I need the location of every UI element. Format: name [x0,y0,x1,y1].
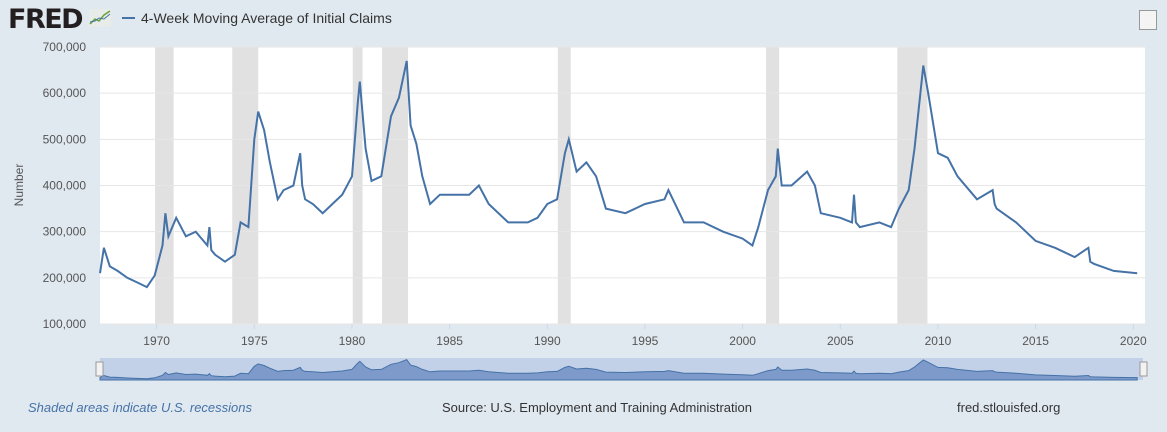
x-tick-label: 2010 [925,334,952,348]
y-tick-label: 600,000 [43,86,87,100]
y-tick-label: 200,000 [43,271,87,285]
legend-swatch [122,17,135,19]
x-tick-label: 1975 [241,334,268,348]
x-tick-label: 2015 [1022,334,1049,348]
y-tick-label: 700,000 [43,40,87,54]
y-tick-label: 500,000 [43,132,87,146]
x-tick-label: 2000 [729,334,756,348]
y-tick-label: 300,000 [43,225,87,239]
y-axis-label: Number [12,164,26,207]
navigator-right-handle[interactable] [1139,361,1148,377]
legend-item[interactable]: 4-Week Moving Average of Initial Claims [122,10,392,26]
recession-note[interactable]: Shaded areas indicate U.S. recessions [28,400,253,415]
x-tick-label: 2005 [827,334,854,348]
x-tick-label: 1985 [436,334,463,348]
series-line [99,60,1138,289]
x-tick-label: 1990 [534,334,561,348]
x-tick-label: 2020 [1120,334,1147,348]
x-tick-label: 1970 [143,334,170,348]
broken-image-icon[interactable] [1139,10,1157,30]
source-note: Source: U.S. Employment and Training Adm… [442,400,752,415]
site-link[interactable]: fred.stlouisfed.org [957,400,1061,415]
series-title: 4-Week Moving Average of Initial Claims [141,10,392,26]
fred-logo[interactable]: FRED [8,4,84,35]
navigator-series [99,358,1138,381]
x-tick-label: 1995 [632,334,659,348]
chart-line-icon [89,9,111,27]
y-tick-label: 400,000 [43,179,87,193]
x-tick-label: 1980 [339,334,366,348]
navigator-left-handle[interactable] [95,361,104,377]
y-tick-label: 100,000 [43,317,87,331]
